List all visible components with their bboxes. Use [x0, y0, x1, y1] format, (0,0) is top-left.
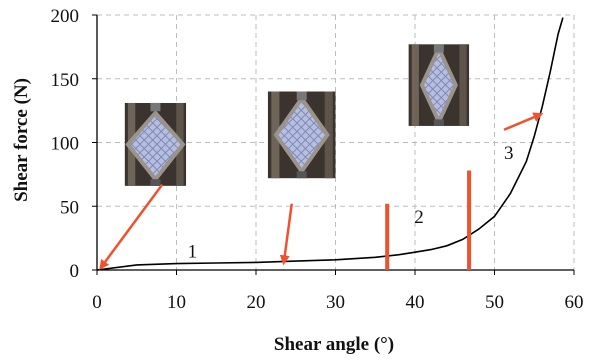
clamp-bottom	[150, 179, 161, 186]
y-tick-label: 50	[60, 197, 79, 218]
y-tick-label: 200	[51, 6, 80, 27]
x-tick-label: 30	[326, 292, 345, 313]
photo-frame-column	[459, 44, 467, 126]
region-label-1: 1	[188, 241, 198, 262]
region-boundaries	[385, 170, 472, 270]
photo-pointer-arrow-3	[503, 112, 544, 131]
arrows	[99, 112, 544, 270]
y-tick-label: 100	[51, 134, 80, 155]
axes	[92, 14, 575, 275]
x-tick-label: 10	[167, 292, 186, 313]
y-tick-label: 0	[70, 261, 80, 282]
specimen-photo-stage-2	[267, 91, 336, 179]
clamp-top	[433, 44, 444, 53]
x-axis-title: Shear angle (°)	[274, 334, 394, 355]
y-axis-title: Shear force (N)	[11, 78, 32, 202]
photo-frame-column	[411, 44, 419, 126]
region-label-3: 3	[504, 143, 514, 164]
photo-pointer-arrow-2	[279, 203, 294, 266]
specimen-photo-stage-3	[408, 43, 470, 127]
region-labels: 1 2 3	[188, 143, 514, 262]
clamp-bottom	[296, 171, 307, 179]
clamp-bottom	[433, 119, 444, 126]
x-tick-label: 50	[485, 292, 504, 313]
x-tick-label: 40	[406, 292, 425, 313]
clamp-top	[296, 91, 307, 101]
tick-labels: 0 10 20 30 40 50 60 0 50 100 150 200	[51, 6, 584, 313]
photo-pointer-arrow-1	[99, 183, 164, 270]
clamp-top	[150, 102, 161, 112]
specimen-photo-stage-1	[124, 102, 187, 186]
x-tick-label: 60	[565, 292, 584, 313]
y-tick-label: 150	[51, 70, 80, 91]
region-label-2: 2	[414, 207, 424, 228]
x-tick-label: 0	[92, 292, 102, 313]
x-tick-label: 20	[247, 292, 266, 313]
